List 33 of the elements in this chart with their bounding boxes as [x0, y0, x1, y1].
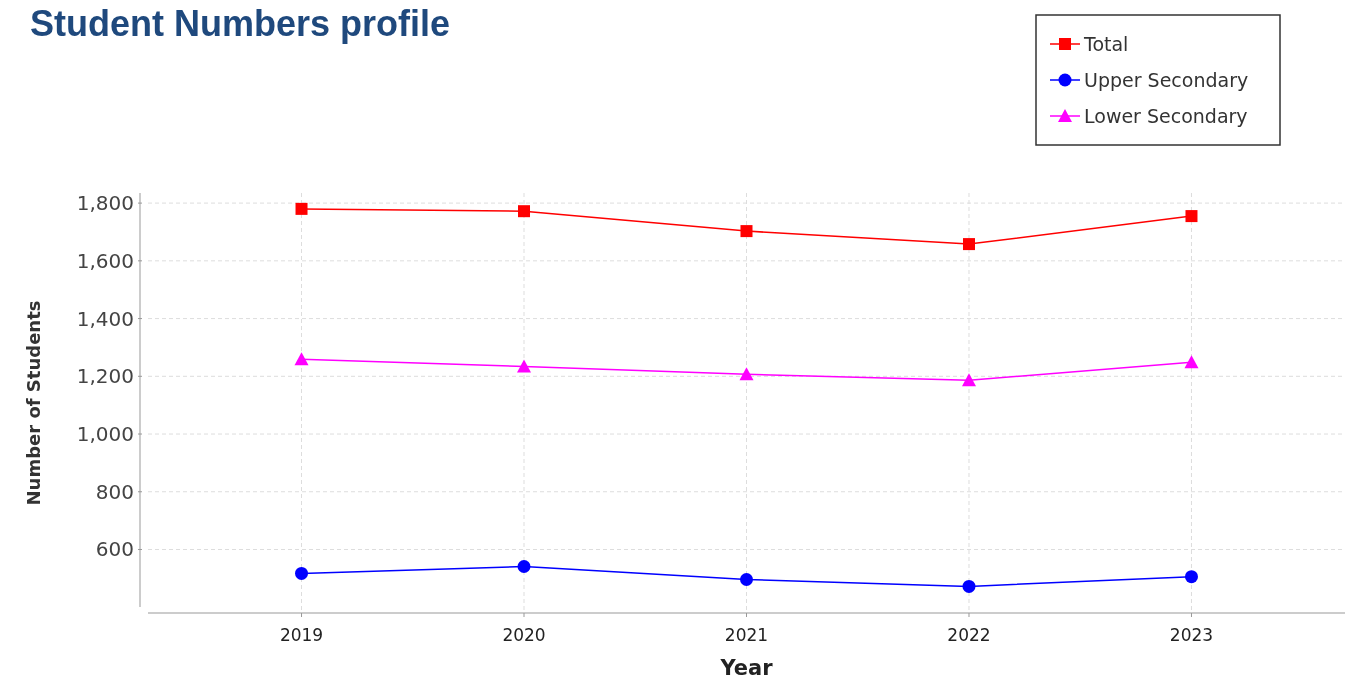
- x-tick-label: 2023: [1169, 625, 1214, 645]
- chart-title: Student Numbers profile: [30, 3, 451, 44]
- point: [739, 367, 754, 381]
- x-tick-label: 2021: [724, 625, 769, 645]
- point: [962, 579, 976, 593]
- point: [740, 573, 753, 587]
- point: [517, 560, 531, 574]
- point: [294, 352, 309, 366]
- legend-label: Upper Secondary: [1084, 68, 1249, 91]
- point: [295, 566, 309, 580]
- x-tick-label: 2020: [502, 625, 546, 645]
- point: [962, 238, 975, 251]
- point: [740, 225, 753, 238]
- x-tick-label: 2022: [947, 625, 991, 645]
- x-axis-title: Year: [719, 656, 774, 675]
- point: [1184, 355, 1199, 369]
- point: [961, 373, 976, 387]
- legend-label: Lower Secondary: [1084, 104, 1248, 127]
- y-tick-label: 1,200: [76, 364, 134, 389]
- y-tick-label: 1,600: [76, 248, 134, 273]
- point: [1184, 570, 1198, 584]
- point: [295, 202, 308, 215]
- y-tick-label: 1,000: [76, 422, 134, 447]
- y-axis-title: Number of Students: [23, 300, 44, 506]
- x-tick-label: 2019: [279, 625, 324, 645]
- y-tick-label: 1,800: [76, 191, 134, 216]
- point: [518, 205, 531, 218]
- y-tick-label: 1,400: [76, 306, 134, 331]
- point: [517, 359, 532, 373]
- point: [1185, 210, 1198, 223]
- y-tick-label: 600: [95, 537, 134, 562]
- legend-label: Total: [1083, 32, 1129, 55]
- y-tick-label: 800: [95, 479, 134, 504]
